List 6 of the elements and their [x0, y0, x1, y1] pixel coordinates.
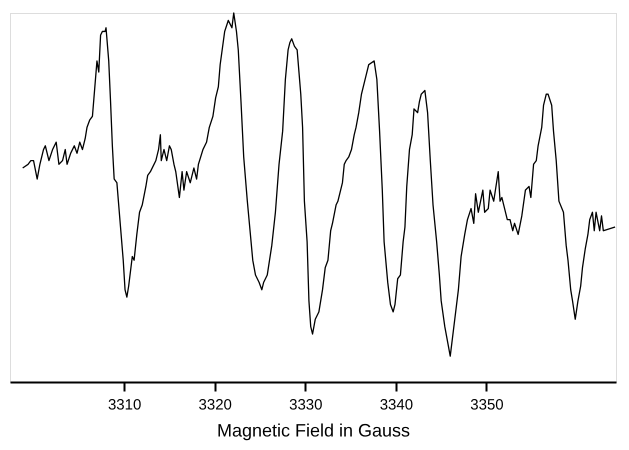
x-tick-label: 3310 — [108, 396, 142, 414]
x-axis-title: Magnetic Field in Gauss — [216, 420, 410, 440]
x-tick-label: 3340 — [380, 396, 414, 414]
x-tick-label: 3330 — [289, 396, 322, 414]
x-tick-label: 3350 — [470, 396, 504, 414]
x-tick-label: 3320 — [198, 396, 232, 414]
